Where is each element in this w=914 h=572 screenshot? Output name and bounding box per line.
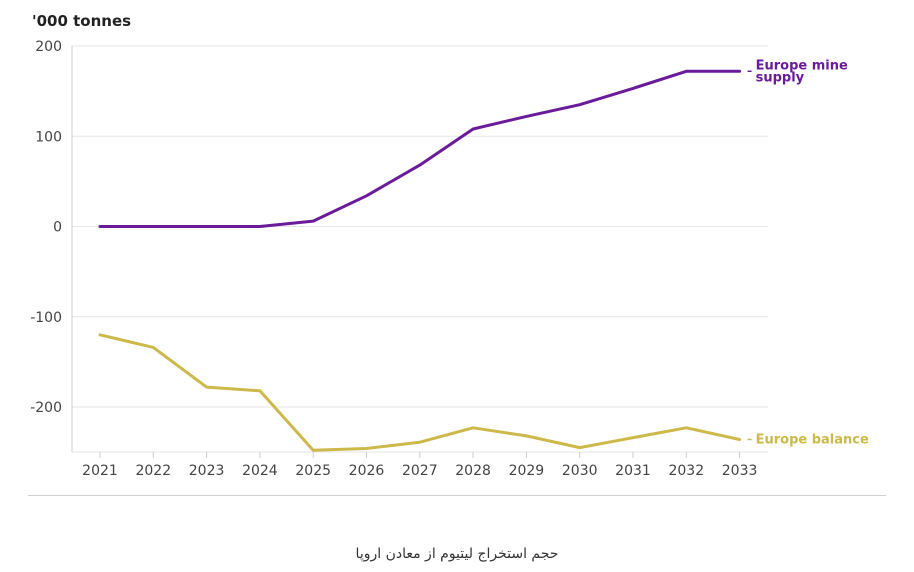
x-tick-label: 2033 (722, 463, 758, 479)
y-tick-label: 0 (53, 220, 62, 236)
y-axis-unit-label: '000 tonnes (32, 12, 132, 30)
x-tick-label: 2027 (402, 463, 438, 479)
y-tick-label: -200 (30, 400, 62, 416)
x-tick-label: 2031 (615, 463, 651, 479)
y-tick-label: 100 (35, 129, 62, 145)
x-tick-label: 2021 (82, 463, 118, 479)
x-tick-label: 2029 (509, 463, 545, 479)
series-label-line: supply (756, 70, 805, 85)
series-line-europe-balance (98, 333, 742, 452)
series-label-europe-mine-supply: Europe mine supply (756, 58, 848, 85)
x-tick-label: 2030 (562, 463, 598, 479)
x-tick-label: 2023 (189, 463, 225, 479)
x-tick-label: 2025 (295, 463, 331, 479)
x-tick-label: 2022 (135, 463, 171, 479)
x-tick-label: 2024 (242, 463, 278, 479)
series-label-europe-balance: Europe balance (756, 432, 869, 447)
figure-caption: حجم استخراج لیتیوم از معادن اروپا (355, 546, 559, 562)
y-tick-label: -100 (30, 310, 62, 326)
x-tick-label: 2028 (455, 463, 491, 479)
line-chart: 200 100 0 -100 -200 2021 2022 2023 2024 2025 2026 2… (30, 39, 869, 479)
x-tick-label: 2026 (349, 463, 385, 479)
divider (28, 495, 886, 496)
series-line-europe-mine-supply (98, 69, 742, 228)
series-label-line: Europe mine (756, 58, 848, 73)
x-tick-label: 2032 (668, 463, 704, 479)
series-label-line: Europe balance (756, 432, 869, 447)
y-tick-label: 200 (35, 39, 62, 55)
